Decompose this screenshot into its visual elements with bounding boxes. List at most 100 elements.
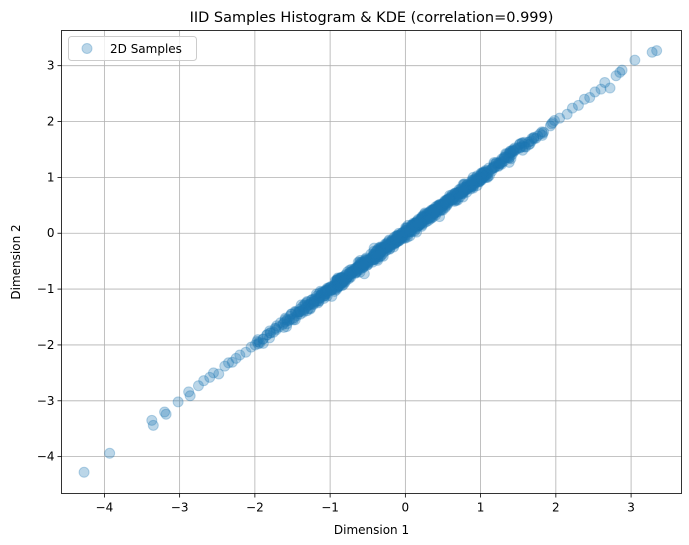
scatter-point bbox=[378, 246, 390, 258]
scatter-point bbox=[357, 256, 369, 268]
scatter-point bbox=[477, 167, 489, 179]
scatter-point bbox=[398, 231, 410, 243]
scatter-point bbox=[301, 305, 313, 317]
scatter-point bbox=[614, 66, 626, 78]
scatter-point bbox=[313, 295, 325, 307]
scatter-point bbox=[386, 235, 398, 247]
scatter-point bbox=[435, 200, 447, 212]
scatter-point bbox=[474, 175, 486, 187]
scatter-point bbox=[313, 292, 325, 304]
scatter-point bbox=[480, 164, 492, 176]
scatter-point bbox=[490, 156, 502, 168]
scatter-point bbox=[390, 236, 402, 248]
scatter-point bbox=[478, 172, 490, 184]
x-tick-label: −3 bbox=[171, 501, 189, 515]
scatter-point bbox=[512, 142, 524, 154]
scatter-point bbox=[342, 270, 354, 282]
scatter-point bbox=[646, 46, 658, 58]
scatter-point bbox=[412, 220, 424, 232]
scatter-point bbox=[474, 176, 486, 188]
scatter-point bbox=[427, 203, 439, 215]
scatter-point bbox=[510, 143, 522, 155]
scatter-point bbox=[332, 281, 344, 293]
scatter-point bbox=[399, 226, 411, 238]
scatter-point bbox=[488, 158, 500, 170]
scatter-point bbox=[422, 208, 434, 220]
scatter-point bbox=[374, 251, 386, 263]
scatter-point bbox=[480, 172, 492, 184]
scatter-point bbox=[334, 277, 346, 289]
scatter-point bbox=[450, 195, 462, 207]
scatter-point bbox=[404, 223, 416, 235]
scatter-point bbox=[422, 211, 434, 223]
scatter-point bbox=[364, 253, 376, 265]
scatter-point bbox=[390, 237, 402, 249]
scatter-point bbox=[401, 229, 413, 241]
scatter-point bbox=[367, 251, 379, 263]
scatter-point bbox=[444, 192, 456, 204]
scatter-point bbox=[430, 201, 442, 213]
scatter-point bbox=[271, 320, 283, 332]
scatter-point bbox=[346, 265, 358, 277]
scatter-point bbox=[352, 260, 364, 272]
scatter-point bbox=[387, 237, 399, 249]
scatter-point bbox=[354, 266, 366, 278]
scatter-point bbox=[290, 306, 302, 318]
scatter-point bbox=[172, 396, 184, 408]
scatter-point bbox=[425, 211, 437, 223]
scatter-point bbox=[213, 368, 225, 380]
scatter-point bbox=[357, 258, 369, 270]
scatter-point bbox=[375, 243, 387, 255]
scatter-point bbox=[257, 333, 269, 345]
scatter-point bbox=[396, 229, 408, 241]
scatter-point bbox=[461, 183, 473, 195]
scatter-point bbox=[498, 151, 510, 163]
scatter-point bbox=[412, 218, 424, 230]
scatter-point bbox=[468, 177, 480, 189]
scatter-point bbox=[475, 174, 487, 186]
scatter-point bbox=[335, 277, 347, 289]
scatter-point bbox=[370, 245, 382, 257]
scatter-point bbox=[505, 147, 517, 159]
scatter-point bbox=[416, 219, 428, 231]
scatter-point bbox=[504, 146, 516, 158]
scatter-point bbox=[388, 236, 400, 248]
scatter-point bbox=[423, 212, 435, 224]
scatter-point bbox=[532, 130, 544, 142]
scatter-point bbox=[338, 273, 350, 285]
scatter-point bbox=[434, 201, 446, 213]
scatter-point bbox=[400, 222, 412, 234]
scatter-point bbox=[370, 246, 382, 258]
legend-marker bbox=[81, 43, 93, 54]
scatter-point bbox=[480, 167, 492, 179]
scatter-point bbox=[406, 224, 418, 236]
scatter-point bbox=[465, 181, 477, 193]
scatter-point bbox=[305, 294, 317, 306]
scatter-point bbox=[104, 447, 116, 459]
scatter-point bbox=[336, 272, 348, 284]
scatter-point bbox=[409, 219, 421, 231]
scatter-point bbox=[426, 212, 438, 224]
scatter-point bbox=[321, 284, 333, 296]
scatter-point bbox=[459, 183, 471, 195]
scatter-point bbox=[367, 254, 379, 266]
scatter-point bbox=[391, 234, 403, 246]
scatter-point bbox=[304, 298, 316, 310]
scatter-point bbox=[487, 162, 499, 174]
scatter-point bbox=[520, 141, 532, 153]
scatter-point bbox=[396, 230, 408, 242]
scatter-point bbox=[477, 168, 489, 180]
scatter-point bbox=[409, 217, 421, 229]
scatter-point bbox=[393, 235, 405, 247]
scatter-point bbox=[418, 214, 430, 226]
scatter-point bbox=[427, 204, 439, 216]
scatter-point bbox=[223, 357, 235, 369]
scatter-point bbox=[526, 133, 538, 145]
scatter-point bbox=[279, 312, 291, 324]
scatter-point bbox=[523, 136, 535, 148]
scatter-point bbox=[460, 184, 472, 196]
scatter-point bbox=[277, 318, 289, 330]
scatter-point bbox=[449, 187, 461, 199]
